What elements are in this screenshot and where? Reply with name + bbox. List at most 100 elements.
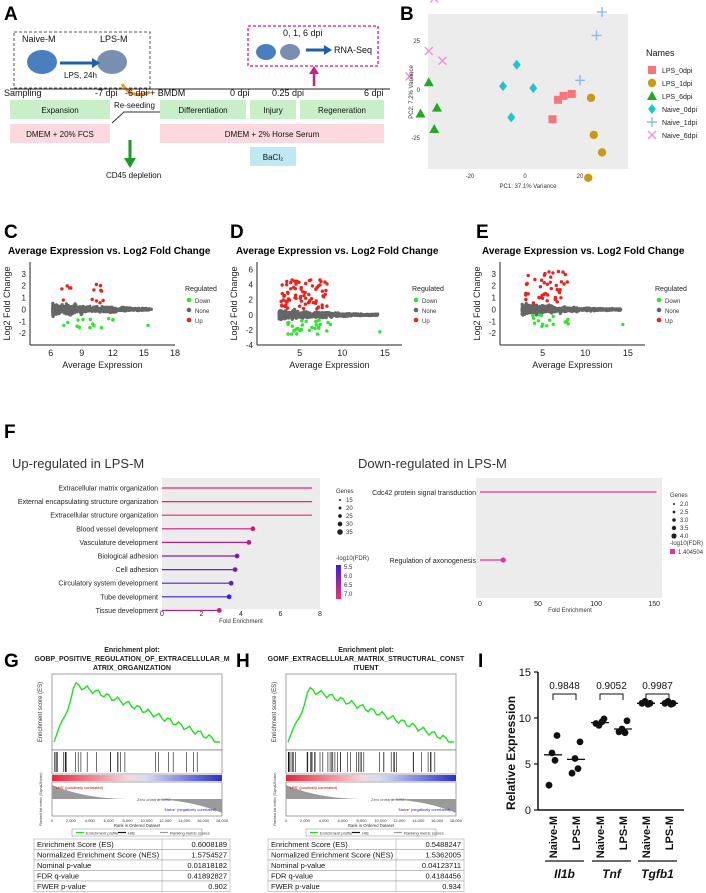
pca-ytick-1: 25 [413, 39, 420, 45]
pca-point-lps-0dpi [554, 95, 562, 104]
gsea-panels: G Enrichment plot: GOBP_POSITIVE_REGULATIO… [4, 647, 465, 892]
i-data-point [576, 738, 584, 746]
ma-xtick: 18 [170, 348, 180, 358]
gsea-zero-label: Zero cross at 8492 [371, 797, 405, 802]
ma-none-points [520, 301, 623, 317]
up-plot-area [162, 478, 320, 609]
gsea-legend-label: Enrichment profile [320, 831, 353, 836]
gsea-panel-h: H Enrichment plot: GOMF_EXTRACELLULAR_MATR… [236, 647, 465, 892]
ma-panel-c: C Average Expression vs. Log2 Fold Change… [2, 222, 217, 370]
d025-label: 0.25 dpi [272, 88, 304, 98]
panel-label-d: D [230, 222, 244, 243]
ma-legend-label: Down [665, 299, 680, 305]
gsea-xtick: 2,000 [66, 818, 77, 823]
i-pvalue: 0.9987 [642, 681, 673, 692]
i-group-label: LPS-M [664, 816, 676, 850]
ma-ylabel: Log2 Fold Change [472, 266, 482, 340]
pca-point-naive-1dpi [597, 7, 607, 18]
dmem20-box [10, 124, 110, 143]
pca-legend-marker [648, 104, 656, 114]
up-term-label: Extracellular matrix organization [58, 486, 158, 493]
ma-xtick: 15 [139, 348, 149, 358]
sampling-label: Sampling [4, 88, 42, 98]
pca-point-naive-6dpi [424, 46, 434, 56]
up-lollipop-dot [232, 567, 238, 572]
ma-title: Average Expression vs. Log2 Fold Change [8, 246, 211, 257]
i-group-label: Naive-M [595, 816, 607, 858]
ma-xtick: 15 [623, 348, 633, 358]
gsea-title-3: ATRIX_ORGANIZATION [93, 665, 171, 672]
i-pvalue: 0.9052 [596, 681, 627, 692]
down-lollipop-dot [500, 557, 506, 563]
gsea-es-plot [285, 673, 457, 751]
gsea-xtick: 4,000 [85, 818, 96, 823]
ma-ytick: 0 [249, 311, 254, 320]
gsea-stat-name: Nominal p-value [37, 861, 91, 870]
d0-label: 0 dpi [230, 88, 250, 98]
up-term-label: Cell adhesion [116, 567, 159, 574]
naive-m-label: Naive-M [22, 34, 56, 44]
up-xtick: 2 [200, 611, 204, 618]
down-size-legend-label: 3.0 [680, 518, 689, 524]
up-xtick: 8 [318, 611, 322, 618]
down-fdr-value: 1.404504 [678, 550, 704, 556]
pca-ylabel: PC2: 7.2% Variance [409, 65, 415, 119]
injury-box [250, 100, 296, 119]
ma-ytick: 3 [492, 270, 497, 279]
pca-points [405, 0, 607, 182]
ma-none-points [277, 307, 380, 322]
gsea-xtick: 14,000 [178, 818, 191, 823]
timepoints-label: 0, 1, 6 dpi [283, 28, 323, 38]
i-gene-label: Tgfb1 [641, 867, 674, 881]
ma-xtick: 6 [48, 348, 53, 358]
i-data-point [571, 755, 579, 762]
up-fdr-colorbar [336, 565, 341, 599]
pca-ytick-3: -25 [411, 136, 420, 142]
i-data-point [551, 756, 559, 764]
ma-up-points [60, 282, 105, 305]
gsea-stat-value: 0.01818182 [187, 861, 227, 870]
bmdm-label: + BMDM [150, 88, 185, 98]
ma-ytick: -1 [489, 317, 497, 326]
reseed-connector [111, 111, 160, 124]
panel-i: I Relative Expression 0 5 10 15 0.9848 Il1b 0.… [478, 651, 684, 881]
panel-label-a: A [4, 4, 18, 25]
arrow-down-icon [124, 158, 136, 168]
pca-legend-marker [647, 130, 657, 140]
up-xtick: 6 [279, 611, 283, 618]
m6-label: -6 dpi [125, 88, 148, 98]
up-size-legend-label: 25 [346, 514, 353, 520]
up-size-legend-dot [337, 521, 343, 527]
gsea-xtick: 14,000 [412, 818, 425, 823]
gsea-pos-label: 'LPS' (positively correlated) [55, 785, 104, 790]
down-size-legend-label: 2.5 [680, 510, 689, 516]
ma-down-points [62, 316, 150, 330]
pca-xtick-1: -20 [466, 174, 475, 180]
ma-plot-area [257, 262, 402, 345]
pca-point-naive-0dpi [529, 83, 538, 94]
gsea-title-3: ITUENT [353, 665, 379, 672]
gsea-es-label: Enrichment score (ES) [38, 682, 44, 742]
gsea-rank-metric [286, 785, 456, 813]
down-term-label: Regulation of axonogenesis [390, 558, 477, 565]
ma-down-outlier [378, 330, 382, 334]
gsea-es-plot [51, 673, 223, 751]
pca-point-naive-1dpi [591, 30, 602, 41]
i-ylabel: Relative Expression [504, 696, 518, 810]
ma-title: Average Expression vs. Log2 Fold Change [236, 246, 439, 257]
ma-xtick: 10 [580, 348, 590, 358]
pca-point-lps-6dpi [429, 124, 440, 134]
gsea-stat-value: 1.5754527 [192, 851, 227, 860]
panel-label-e: E [476, 222, 489, 243]
i-ytick: 0 [525, 805, 531, 817]
pca-point-naive-6dpi [438, 56, 447, 66]
i-data-point [574, 765, 582, 772]
ma-ytick: -1 [19, 317, 27, 326]
up-lollipop-dot [216, 608, 222, 613]
down-fdr-swatch [670, 549, 675, 554]
gsea-stat-value: 1.5362005 [426, 851, 461, 860]
ma-ytick: -2 [246, 326, 254, 335]
ma-legend-label: None [195, 309, 210, 315]
up-fdr-title: -log10(FDR) [336, 556, 369, 562]
